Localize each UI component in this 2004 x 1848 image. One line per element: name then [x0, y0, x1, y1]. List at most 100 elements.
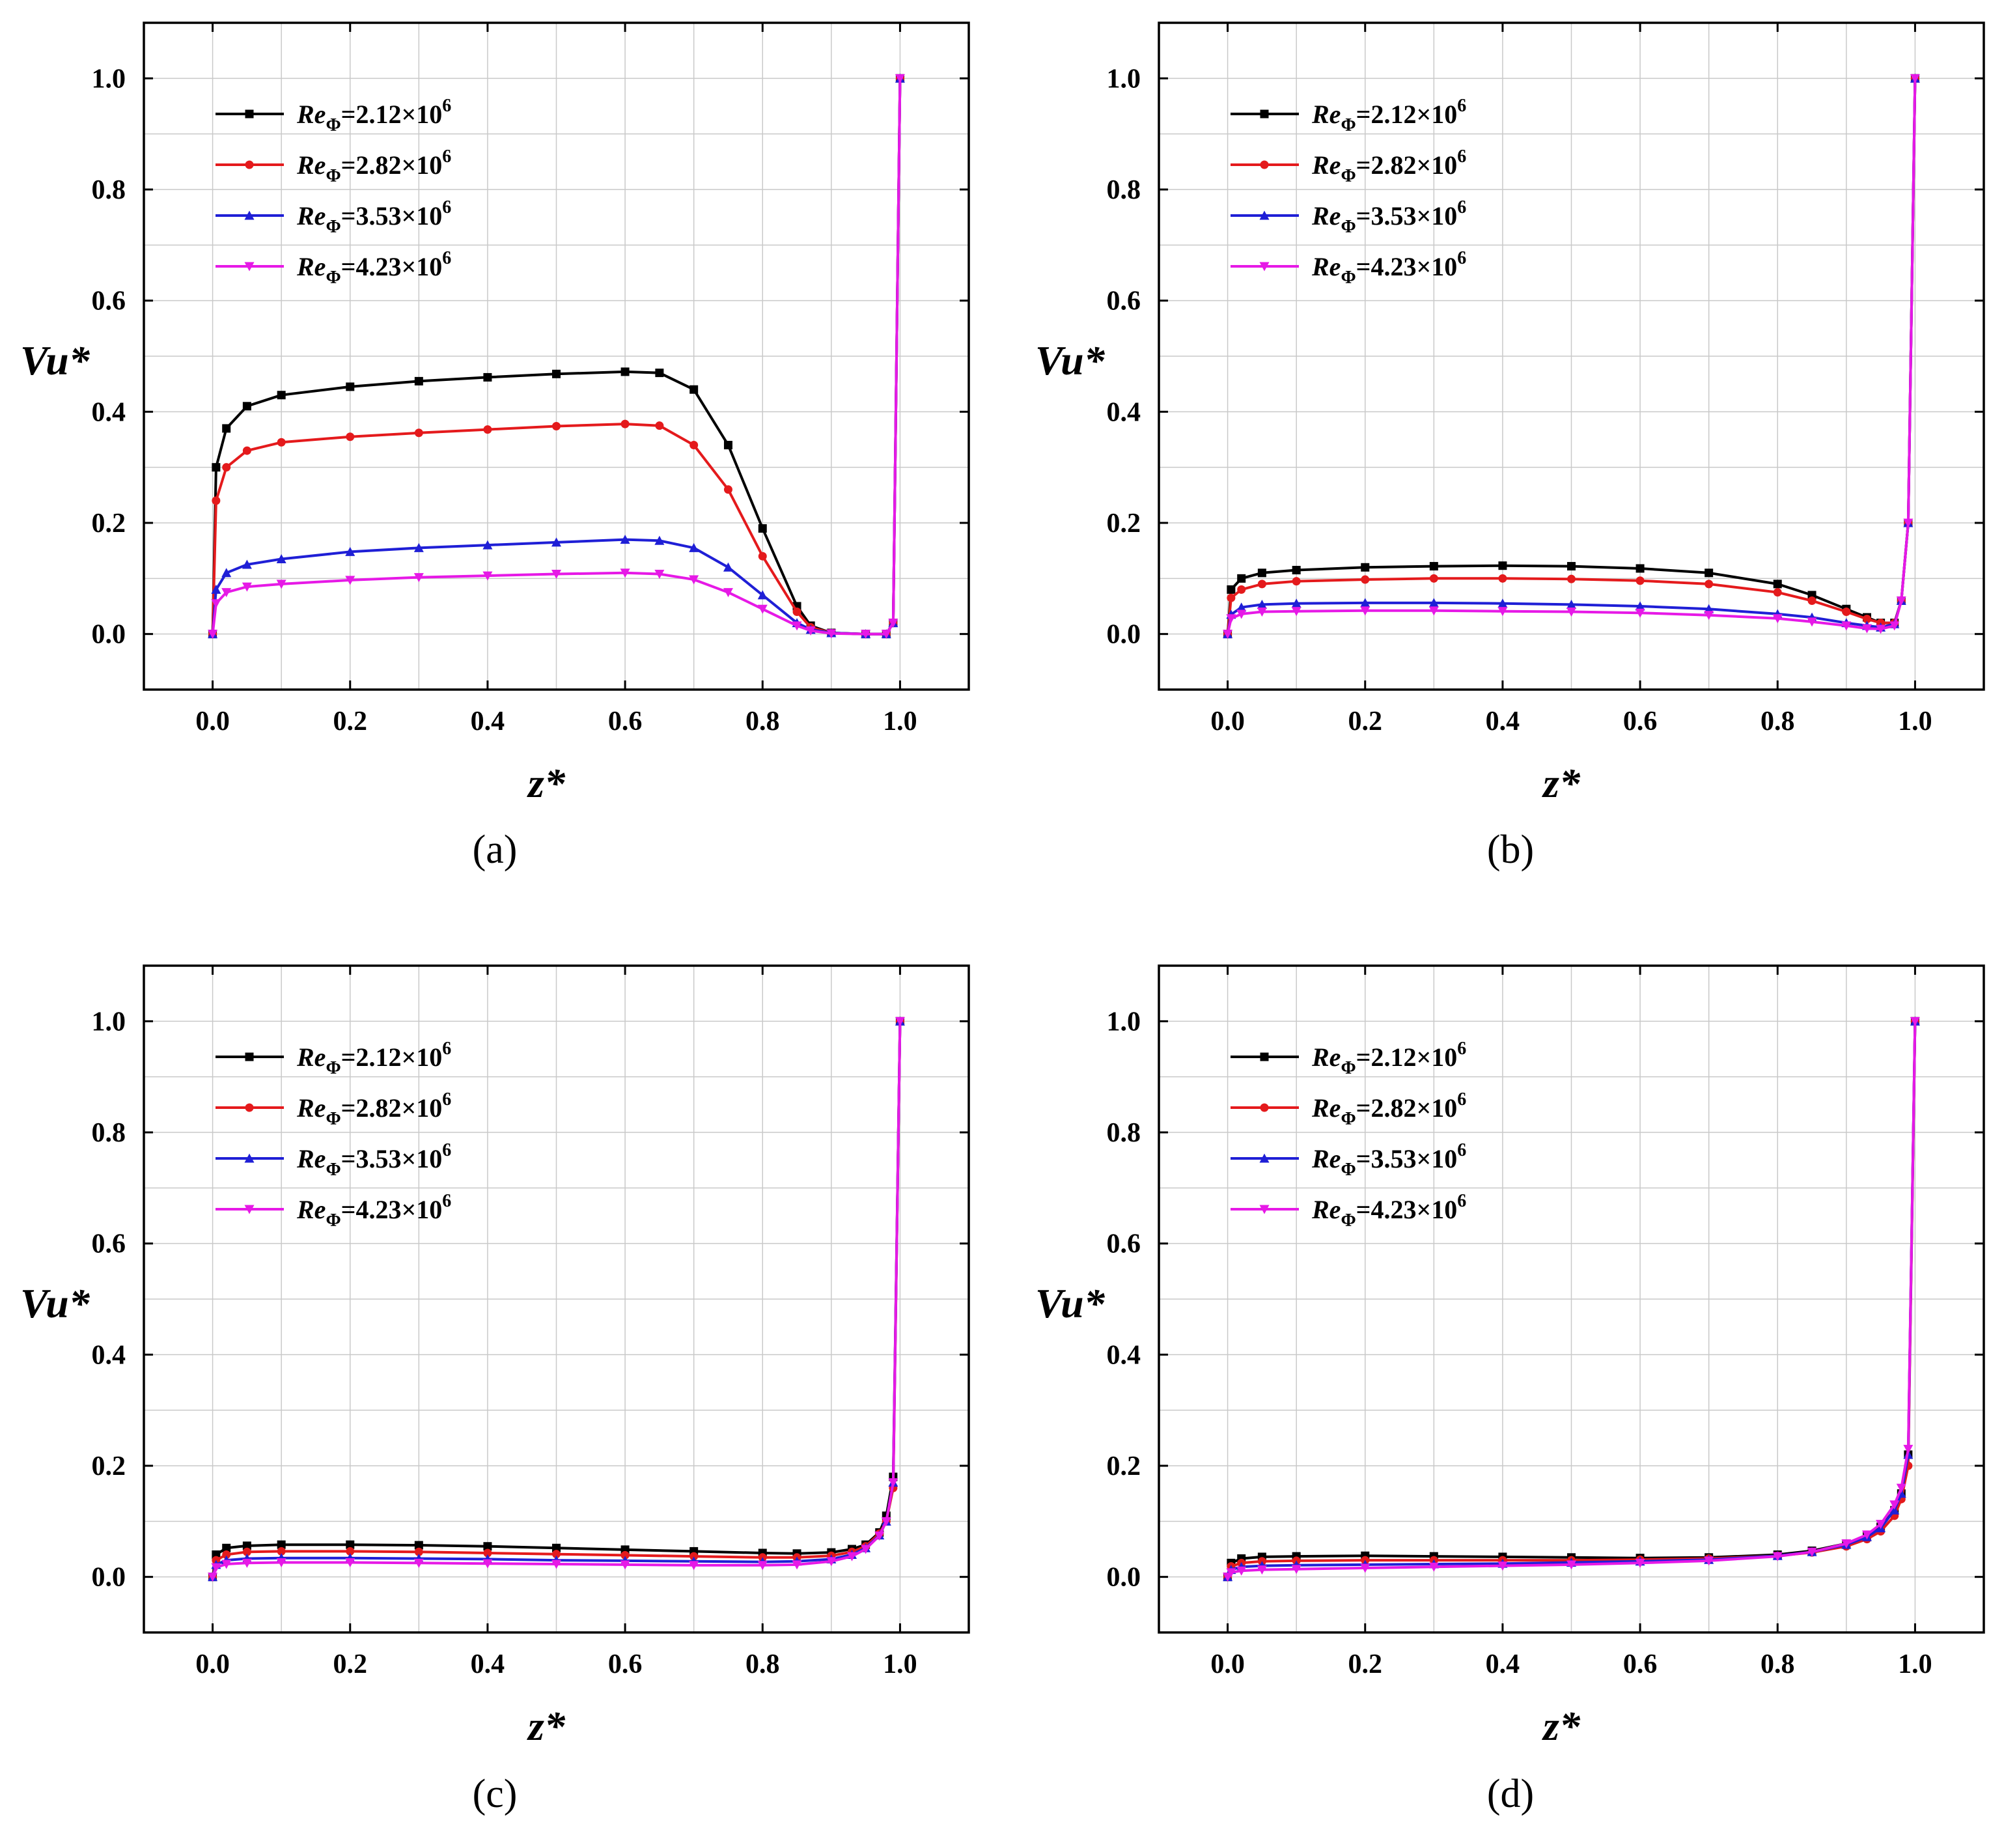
- data-point: [1257, 608, 1267, 617]
- data-point: [1841, 1539, 1852, 1548]
- x-tick-label: 0.2: [333, 1649, 368, 1679]
- y-tick-label: 0.2: [1107, 1451, 1141, 1481]
- data-point: [483, 425, 492, 434]
- x-axis-title: z*: [1542, 760, 1581, 806]
- data-point: [757, 1561, 768, 1571]
- data-point: [1772, 1552, 1783, 1561]
- data-point: [826, 629, 837, 639]
- data-point: [805, 626, 816, 636]
- data-point: [1257, 568, 1266, 578]
- data-point: [222, 424, 231, 433]
- data-point: [792, 621, 802, 631]
- data-point: [1227, 593, 1236, 602]
- data-point: [483, 1542, 492, 1551]
- data-point: [1773, 588, 1782, 597]
- data-point: [277, 391, 286, 400]
- y-tick-label: 0.0: [1107, 620, 1141, 650]
- x-tick-label: 1.0: [883, 1649, 917, 1679]
- legend-label: ReΦ=2.82×106: [296, 147, 451, 186]
- series-line: [211, 1021, 902, 1578]
- data-point: [1635, 601, 1645, 611]
- data-point: [1497, 598, 1508, 608]
- x-tick-label: 1.0: [883, 707, 917, 736]
- data-point: [861, 630, 871, 639]
- legend-marker: [1260, 109, 1269, 119]
- data-point: [881, 630, 891, 639]
- x-tick-label: 0.4: [1486, 707, 1520, 736]
- legend: ReΦ=2.12×106 ReΦ=2.82×106 ReΦ=3.53×106 ReΦ=…: [1231, 1039, 1466, 1231]
- x-tick-label: 0.0: [1210, 1649, 1245, 1679]
- legend-marker: [1259, 262, 1270, 272]
- data-point: [723, 485, 732, 494]
- data-point: [1772, 614, 1783, 624]
- legend-item: ReΦ=2.12×106: [1231, 1039, 1466, 1078]
- data-point: [1428, 1562, 1439, 1572]
- panel-label: (c): [473, 1772, 518, 1816]
- series-line: [1226, 78, 1917, 635]
- data-point: [346, 382, 355, 391]
- y-axis-title: Vu*: [20, 337, 90, 384]
- y-tick-label: 0.0: [1107, 1563, 1141, 1593]
- y-axis-title: Vu*: [1035, 1280, 1106, 1326]
- data-point: [1292, 566, 1301, 575]
- data-point: [551, 1560, 561, 1569]
- data-point: [1566, 1560, 1576, 1570]
- legend-item: ReΦ=2.82×106: [1231, 147, 1466, 186]
- x-axis-title: z*: [527, 1703, 566, 1749]
- data-point: [208, 630, 218, 639]
- legend-label: ReΦ=3.53×106: [296, 197, 451, 237]
- y-tick-label: 0.4: [1107, 1340, 1141, 1370]
- legend-item: ReΦ=4.23×106: [216, 1191, 451, 1231]
- data-point: [1896, 1483, 1906, 1493]
- data-point: [689, 542, 699, 552]
- data-point: [1863, 615, 1872, 624]
- x-tick-label: 0.6: [1623, 1649, 1658, 1679]
- data-point: [1876, 624, 1886, 634]
- data-point: [242, 402, 251, 411]
- data-point: [1635, 564, 1645, 573]
- data-point: [1292, 577, 1301, 586]
- data-point: [689, 385, 699, 394]
- legend-label: ReΦ=2.82×106: [296, 1089, 451, 1129]
- legend-label: ReΦ=4.23×106: [296, 248, 451, 288]
- data-point: [1807, 1547, 1817, 1557]
- legend-marker: [245, 1052, 254, 1061]
- data-point: [277, 438, 286, 447]
- data-point: [1704, 611, 1714, 621]
- data-point: [552, 1550, 561, 1559]
- y-tick-label: 0.2: [92, 1451, 126, 1481]
- panel-label: (b): [1487, 828, 1534, 872]
- data-point: [242, 559, 252, 569]
- data-point: [1236, 609, 1247, 619]
- x-tick-label: 0.6: [1623, 707, 1658, 736]
- legend-marker: [1259, 1205, 1270, 1214]
- data-point: [847, 1552, 857, 1561]
- data-point: [757, 590, 768, 600]
- x-tick-label: 0.8: [745, 707, 780, 736]
- data-point: [1842, 608, 1851, 617]
- x-tick-label: 0.6: [608, 1649, 643, 1679]
- data-point: [1841, 621, 1852, 631]
- data-point: [1498, 561, 1507, 570]
- data-point: [689, 1552, 699, 1561]
- data-point: [1360, 606, 1371, 616]
- data-point: [689, 1561, 699, 1571]
- data-point: [482, 1559, 493, 1569]
- data-point: [723, 588, 733, 598]
- data-point: [654, 570, 665, 580]
- data-point: [345, 546, 355, 556]
- data-point: [861, 1545, 871, 1554]
- data-point: [1223, 630, 1233, 639]
- x-tick-label: 0.8: [1760, 707, 1795, 736]
- plot-frame: [143, 964, 970, 1634]
- x-tick-label: 0.2: [333, 707, 368, 736]
- legend: ReΦ=2.12×106 ReΦ=2.82×106 ReΦ=3.53×106 ReΦ=…: [216, 1039, 451, 1231]
- plot-frame: [1158, 964, 1985, 1634]
- data-point: [552, 1543, 561, 1552]
- data-point: [414, 428, 423, 438]
- data-point: [482, 540, 493, 550]
- data-point: [1226, 1568, 1236, 1578]
- legend-marker: [244, 1205, 255, 1214]
- data-point: [1903, 1444, 1914, 1454]
